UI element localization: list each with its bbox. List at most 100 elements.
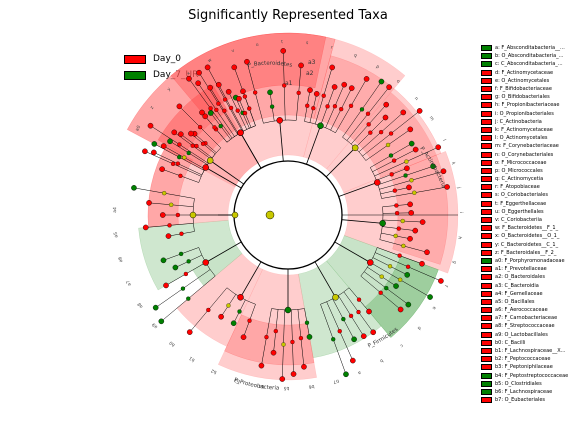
- node: [348, 103, 354, 108]
- node: [368, 130, 373, 135]
- node: [290, 371, 297, 377]
- taxa-key: a: F_Abscondit­abacteria__... b: O_Abscon…: [481, 44, 576, 432]
- node: [394, 203, 399, 208]
- node: [351, 144, 359, 152]
- node: [393, 233, 398, 239]
- clade-letter-labels: a0 z y x w v u t s r q p o n m l k j i h g f e d c b a b7 b6 b5 b4 b3 b2…: [112, 39, 464, 391]
- node: [159, 166, 165, 172]
- node: [142, 224, 149, 231]
- key-swatch: [481, 45, 492, 52]
- key-item: j: C_Actinobacteria: [481, 118, 576, 126]
- clade-letter: x: [186, 71, 191, 77]
- node: [186, 259, 191, 264]
- node: [366, 122, 371, 127]
- branch: [338, 182, 378, 197]
- clade-letter: j: [456, 186, 462, 189]
- node: [298, 62, 304, 69]
- key-item: b: O_Absconditabacteria_...: [481, 52, 576, 60]
- clade-letter: s: [306, 41, 310, 46]
- key-label: w: F_Bacteroidetes__F_1_: [495, 225, 559, 232]
- key-label: b2: F_Peptococcaceae: [495, 356, 551, 363]
- node: [247, 106, 252, 111]
- key-label: f: F_Bifidobacteriaceae: [495, 86, 552, 93]
- node: [267, 89, 273, 96]
- key-label: x: O_Bacteroidetes__O_1_: [495, 233, 560, 240]
- key-label: b5: O_Clostridiales: [495, 380, 542, 387]
- key-label: a0: F_Porphyromonadaceae: [495, 257, 565, 264]
- node: [218, 123, 223, 129]
- clade-letter: b3: [233, 377, 240, 384]
- cladogram: a0 z y x w v u t s r q p o n m l k j i h g f e d c b a b7 b6 b5 b4 b3 b2…: [112, 32, 464, 392]
- node: [412, 227, 419, 234]
- key-label: g: O_Bifidobacteriales: [495, 94, 550, 101]
- key-swatch: [481, 77, 492, 84]
- key-swatch: [481, 167, 492, 174]
- node: [186, 150, 191, 156]
- key-swatch: [481, 315, 492, 322]
- key-item: a5: O_Bacillales: [481, 298, 576, 306]
- node: [440, 168, 447, 175]
- key-swatch: [481, 118, 492, 125]
- key-label: a9: O_Lactobacillales: [495, 331, 548, 338]
- key-swatch: [481, 53, 492, 60]
- node: [391, 158, 397, 163]
- node: [215, 81, 222, 88]
- key-item: z: F_Bacteroidales__F_2_: [481, 249, 576, 257]
- key-label: a5: O_Bacillales: [495, 298, 535, 305]
- clade-sector: [343, 150, 459, 274]
- node: [427, 294, 433, 300]
- clade-sector: [326, 235, 439, 338]
- node: [405, 301, 412, 308]
- key-swatch: [481, 282, 492, 289]
- node: [170, 161, 176, 166]
- node: [378, 78, 385, 85]
- node: [178, 173, 183, 178]
- node: [151, 141, 158, 147]
- key-swatch: [481, 397, 492, 404]
- key-item: x: O_Bacteroidetes__O_1_: [481, 232, 576, 240]
- node: [393, 283, 399, 289]
- key-swatch: [481, 200, 492, 207]
- node: [160, 143, 167, 149]
- node: [356, 297, 362, 302]
- node: [175, 161, 181, 166]
- key-swatch: [481, 69, 492, 76]
- node: [419, 219, 426, 225]
- key-swatch: [481, 323, 492, 330]
- node: [311, 106, 316, 111]
- key-swatch: [481, 225, 492, 232]
- key-item: a7: F_Carnobacteriaceae: [481, 314, 576, 322]
- node: [258, 362, 265, 369]
- node: [374, 179, 381, 186]
- node: [282, 83, 287, 88]
- key-label: a6: F_Aerococcaceae: [495, 307, 548, 314]
- key-item: i: O_Propionibacteriales: [481, 110, 576, 118]
- key-label: i: O_Propionibacteriales: [495, 110, 554, 117]
- key-item: m: F_Corynebacteriaceae: [481, 142, 576, 150]
- node: [199, 109, 205, 116]
- node: [343, 371, 349, 378]
- legend-label: Day_7_UR: [153, 70, 199, 80]
- key-label: t: F_Eggerthellaceae: [495, 200, 547, 207]
- node: [190, 143, 195, 148]
- key-item: o: F_Micrococcaceae: [481, 159, 576, 167]
- node: [392, 188, 397, 193]
- key-label: b6: F_Lachnospiraceae: [495, 388, 553, 395]
- key-swatch: [481, 217, 492, 224]
- key-item: k: F_Actinomycetaceae: [481, 126, 576, 134]
- key-swatch: [481, 151, 492, 158]
- branch: [240, 261, 262, 298]
- node: [407, 201, 413, 208]
- clade-letter: l: [441, 138, 447, 142]
- node: [158, 318, 165, 325]
- key-swatch: [481, 86, 492, 93]
- key-label: b7: O_Eubacteriales: [495, 397, 545, 404]
- node: [208, 106, 213, 111]
- key-swatch: [481, 266, 492, 273]
- branch: [205, 241, 242, 263]
- node: [151, 149, 157, 156]
- node: [176, 103, 183, 110]
- node: [207, 110, 214, 116]
- key-label: j: C_Actinobacteria: [495, 118, 542, 125]
- key-item: b0: C_Bacilli: [481, 339, 576, 347]
